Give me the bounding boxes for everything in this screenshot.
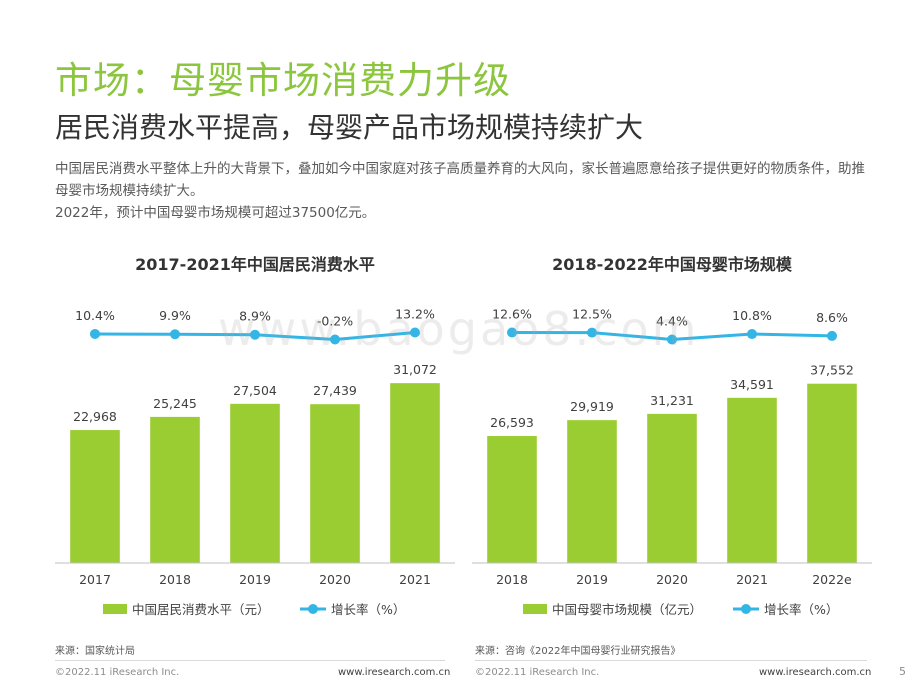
x-tick-label: 2020 xyxy=(319,572,351,587)
growth-rate-point xyxy=(90,328,100,339)
page-title: 市场：母婴市场消费力升级 xyxy=(55,59,511,102)
left-source-note: 来源：国家统计局 xyxy=(55,646,135,657)
bar-2020 xyxy=(310,404,360,563)
intro-text: 中国居民消费水平整体上升的大背景下，叠加如今中国家庭对孩子高质量养育的大风向，家… xyxy=(55,158,875,224)
page-number: 5 xyxy=(899,665,906,678)
bar-value-label: 31,072 xyxy=(393,362,437,377)
growth-rate-label: 13.2% xyxy=(395,307,435,322)
growth-rate-label: 10.8% xyxy=(732,308,772,323)
growth-rate-label: 12.6% xyxy=(492,307,532,322)
growth-rate-point xyxy=(747,329,757,340)
bar-2020 xyxy=(647,413,697,563)
legend-bar-swatch xyxy=(523,604,547,614)
right-copyright: ©2022.11 iResearch Inc. xyxy=(475,667,600,678)
bar-value-label: 25,245 xyxy=(153,396,197,411)
bar-value-label: 22,968 xyxy=(73,409,117,424)
bar-2018 xyxy=(487,436,537,563)
growth-rate-point xyxy=(410,327,420,338)
growth-rate-point xyxy=(170,329,180,340)
growth-rate-point xyxy=(587,327,597,338)
x-tick-label: 2020 xyxy=(656,572,688,587)
bar-2018 xyxy=(150,416,200,563)
legend-line-marker xyxy=(308,604,318,614)
legend-line-label: 增长率（%） xyxy=(331,602,405,617)
legend-bar-label: 中国母婴市场规模（亿元） xyxy=(552,602,702,617)
growth-rate-point xyxy=(507,327,517,338)
growth-rate-point xyxy=(330,334,340,345)
chart-2-title: 2018-2022年中国母婴市场规模 xyxy=(552,255,793,274)
bar-value-label: 27,439 xyxy=(313,383,357,398)
bar-2022e xyxy=(807,383,857,563)
left-copyright: ©2022.11 iResearch Inc. xyxy=(55,667,180,678)
bar-2019 xyxy=(230,403,280,563)
x-tick-label: 2021 xyxy=(399,572,431,587)
bar-value-label: 31,231 xyxy=(650,393,694,408)
growth-rate-label: 12.5% xyxy=(572,307,612,322)
left-footer-divider xyxy=(55,660,445,661)
x-tick-label: 2019 xyxy=(239,572,271,587)
growth-rate-point xyxy=(667,334,677,345)
growth-rate-label: 8.6% xyxy=(816,310,848,325)
intro-paragraph-1: 中国居民消费水平整体上升的大背景下，叠加如今中国家庭对孩子高质量养育的大风向，家… xyxy=(55,161,865,199)
bar-value-label: 29,919 xyxy=(570,399,614,414)
x-tick-label: 2022e xyxy=(812,572,852,587)
bar-value-label: 37,552 xyxy=(810,363,854,378)
chart-1-title: 2017-2021年中国居民消费水平 xyxy=(135,255,375,274)
bar-2019 xyxy=(567,420,617,563)
x-tick-label: 2021 xyxy=(736,572,768,587)
bar-2021 xyxy=(390,383,440,563)
x-tick-label: 2017 xyxy=(79,572,111,587)
bar-2021 xyxy=(727,397,777,563)
legend-line-marker xyxy=(741,604,751,614)
legend-line-label: 增长率（%） xyxy=(764,602,838,617)
x-tick-label: 2018 xyxy=(496,572,528,587)
legend-bar-swatch xyxy=(103,604,127,614)
growth-rate-label: 4.4% xyxy=(656,314,688,329)
right-source-note: 来源：咨询《2022年中国母婴行业研究报告》 xyxy=(475,646,681,657)
bar-value-label: 26,593 xyxy=(490,415,534,430)
growth-rate-label: -0.2% xyxy=(317,314,353,329)
bar-value-label: 27,504 xyxy=(233,383,277,398)
x-tick-label: 2019 xyxy=(576,572,608,587)
page-subtitle: 居民消费水平提高，母婴产品市场规模持续扩大 xyxy=(55,111,644,144)
bar-value-label: 34,591 xyxy=(730,377,774,392)
growth-rate-point xyxy=(250,329,260,340)
growth-rate-point xyxy=(827,330,837,341)
growth-rate-label: 8.9% xyxy=(239,309,271,324)
growth-rate-label: 10.4% xyxy=(75,308,115,323)
bar-2017 xyxy=(70,430,120,563)
right-footer-divider xyxy=(475,660,867,661)
intro-paragraph-2: 2022年，预计中国母婴市场规模可超过37500亿元。 xyxy=(55,205,376,221)
right-website-link[interactable]: www.iresearch.com.cn xyxy=(759,667,872,678)
left-website-link[interactable]: www.iresearch.com.cn xyxy=(338,667,451,678)
x-tick-label: 2018 xyxy=(159,572,191,587)
growth-rate-label: 9.9% xyxy=(159,308,191,323)
legend-bar-label: 中国居民消费水平（元） xyxy=(132,602,270,617)
